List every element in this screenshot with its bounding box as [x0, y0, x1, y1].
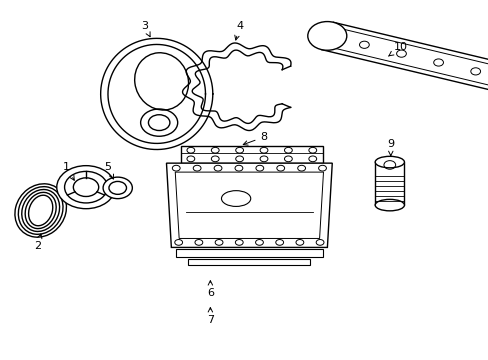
Polygon shape — [176, 249, 322, 257]
Circle shape — [284, 156, 292, 162]
Circle shape — [318, 165, 326, 171]
Circle shape — [276, 165, 284, 171]
Circle shape — [308, 156, 316, 162]
Text: 2: 2 — [34, 234, 42, 251]
Circle shape — [284, 147, 292, 153]
Ellipse shape — [374, 199, 404, 211]
Polygon shape — [175, 172, 323, 238]
Polygon shape — [321, 22, 488, 94]
Text: 10: 10 — [387, 42, 407, 56]
Polygon shape — [374, 162, 404, 205]
Circle shape — [174, 239, 182, 245]
Ellipse shape — [374, 156, 404, 168]
Circle shape — [470, 68, 480, 75]
Text: 1: 1 — [63, 162, 74, 180]
Circle shape — [308, 147, 316, 153]
Text: 7: 7 — [206, 307, 213, 325]
Circle shape — [215, 239, 223, 245]
Circle shape — [359, 41, 368, 48]
Circle shape — [235, 165, 243, 171]
Circle shape — [307, 22, 346, 50]
Text: 6: 6 — [206, 281, 213, 298]
Circle shape — [316, 239, 324, 245]
Text: 5: 5 — [104, 162, 113, 179]
Polygon shape — [181, 146, 322, 163]
Circle shape — [255, 239, 263, 245]
Circle shape — [195, 239, 203, 245]
Text: 8: 8 — [243, 132, 267, 145]
Polygon shape — [188, 259, 310, 265]
Circle shape — [275, 239, 283, 245]
Circle shape — [235, 156, 243, 162]
Circle shape — [255, 165, 263, 171]
Circle shape — [433, 59, 443, 66]
Circle shape — [193, 165, 201, 171]
Circle shape — [211, 147, 219, 153]
Circle shape — [235, 239, 243, 245]
Text: 3: 3 — [141, 21, 150, 37]
Circle shape — [186, 147, 194, 153]
Circle shape — [57, 166, 115, 209]
Circle shape — [172, 165, 180, 171]
Circle shape — [235, 147, 243, 153]
Text: 4: 4 — [234, 21, 243, 40]
Circle shape — [186, 156, 194, 162]
Circle shape — [297, 165, 305, 171]
Circle shape — [396, 50, 406, 57]
Polygon shape — [166, 163, 331, 247]
Circle shape — [260, 156, 267, 162]
Circle shape — [103, 177, 132, 199]
Circle shape — [211, 156, 219, 162]
Text: 9: 9 — [386, 139, 393, 156]
Circle shape — [214, 165, 222, 171]
Circle shape — [260, 147, 267, 153]
Circle shape — [295, 239, 303, 245]
